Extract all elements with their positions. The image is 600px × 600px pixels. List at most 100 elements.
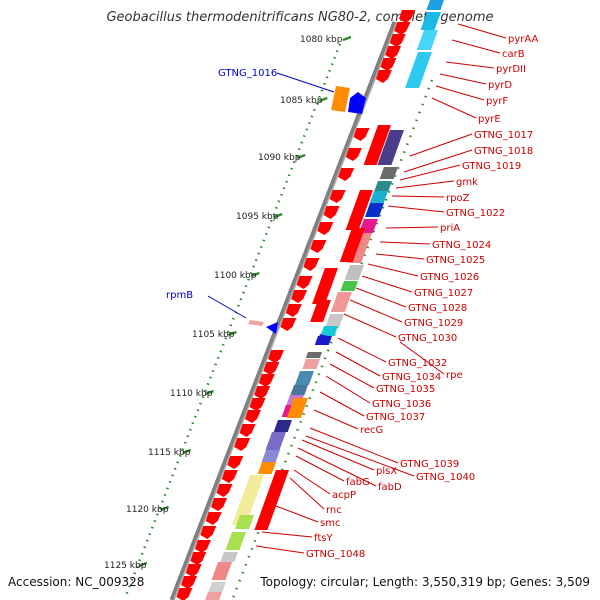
topology-text: Topology: circular; Length: 3,550,319 bp… <box>260 575 590 589</box>
gene-label-pria: priA <box>440 223 460 234</box>
scale-label-1100-kbp: 1100 kbp <box>214 271 257 281</box>
callout-line <box>309 427 399 464</box>
forward-gene-arrow <box>258 374 275 387</box>
forward-gene-arrow <box>234 438 251 451</box>
feature-block <box>265 432 286 450</box>
forward-gene-arrow <box>353 128 370 141</box>
feature-block <box>290 385 308 395</box>
callout-line <box>399 164 461 181</box>
forward-gene-arrow <box>338 168 355 181</box>
callout-line <box>391 195 445 198</box>
scale-tick <box>205 389 214 396</box>
forward-gene-arrow <box>181 576 198 589</box>
gene-label-acpp: acpP <box>332 490 356 501</box>
gene-label-gtng-1048: GTNG_1048 <box>306 549 365 560</box>
scale-tick <box>228 330 237 337</box>
feature-block <box>330 292 352 312</box>
callout-line <box>313 409 359 430</box>
forward-gene-arrow <box>239 424 256 437</box>
callout-line <box>276 72 335 93</box>
gene-block-rpmb <box>248 320 264 326</box>
callout-line <box>335 351 381 377</box>
feature-block <box>377 130 404 165</box>
callout-line <box>293 469 331 495</box>
scale-label-1105-kbp: 1105 kbp <box>192 330 235 340</box>
gene-label-gtng-1039: GTNG_1039 <box>400 459 459 470</box>
scale-line <box>123 43 342 599</box>
reverse-gene-arrow <box>266 322 278 334</box>
gene-label-pyraa: pyrAA <box>508 34 538 45</box>
forward-gene-arrow <box>394 22 411 35</box>
genome-backbone-highlight <box>173 21 398 600</box>
callout-line <box>349 299 403 323</box>
gene-label-ftsy: ftsY <box>314 533 333 544</box>
gene-label-pyre: pyrE <box>478 114 501 125</box>
callout-line <box>355 287 407 308</box>
gene-block-gtng-1016 <box>331 86 350 112</box>
forward-gene-arrow <box>211 498 228 511</box>
scale-label-1120-kbp: 1120 kbp <box>126 505 169 515</box>
forward-gene-arrow <box>380 58 397 71</box>
forward-gene-arrow <box>263 362 280 375</box>
callout-line <box>261 531 313 538</box>
feature-block <box>340 281 358 291</box>
scale-label-1085-kbp: 1085 kbp <box>280 96 323 106</box>
callout-line <box>431 97 477 119</box>
feature-block <box>302 359 320 369</box>
forward-gene-arrow <box>291 290 308 303</box>
gene-label-recg: recG <box>360 425 383 436</box>
callout-line <box>409 133 473 157</box>
scale-tick <box>342 35 352 42</box>
scale-label-1110-kbp: 1110 kbp <box>170 389 213 399</box>
forward-gene-arrow <box>194 540 211 553</box>
gene-label-gtng-1036: GTNG_1036 <box>372 399 431 410</box>
callout-line <box>445 61 495 69</box>
forward-gene-arrow <box>389 34 406 47</box>
callout-line <box>385 226 439 229</box>
forward-gene-bar <box>363 125 391 165</box>
scale-label-1125-kbp: 1125 kbp <box>104 561 147 571</box>
forward-gene-arrow <box>345 148 362 161</box>
reverse-gene-block <box>318 334 328 342</box>
feature-block <box>426 0 444 10</box>
callout-line <box>375 253 425 260</box>
forward-gene-arrow <box>205 512 222 525</box>
map-title: Geobacillus thermodenitrificans NG80-2, … <box>106 10 494 25</box>
callout-line <box>301 439 375 471</box>
forward-gene-arrow <box>254 386 271 399</box>
feature-block <box>234 515 254 529</box>
callout-line <box>325 375 371 404</box>
gene-label-gtng-1037: GTNG_1037 <box>366 412 425 423</box>
forward-gene-bar <box>339 228 365 262</box>
scale-label-1080-kbp: 1080 kbp <box>300 35 343 45</box>
callout-line <box>399 341 445 375</box>
callout-line <box>379 241 431 245</box>
feature-block <box>225 532 246 550</box>
gene-label-fabg: fabG <box>346 477 370 488</box>
forward-gene-arrow <box>227 456 244 469</box>
scale-label-1115-kbp: 1115 kbp <box>148 448 191 458</box>
callout-line <box>255 545 305 554</box>
feature-block <box>379 167 398 179</box>
feature-block <box>305 352 322 358</box>
gene-label-gtng-1019: GTNG_1019 <box>462 161 521 172</box>
forward-gene-arrow <box>280 318 297 331</box>
scale-tick <box>182 448 192 455</box>
forward-gene-arrow <box>399 10 415 23</box>
forward-gene-arrow <box>375 70 392 83</box>
forward-gene-arrow <box>249 398 266 411</box>
feature-block <box>220 552 238 562</box>
gene-label-gtng-1026: GTNG_1026 <box>420 272 479 283</box>
callout-line <box>297 447 377 487</box>
feature-block <box>257 462 276 474</box>
feature-block <box>344 265 364 280</box>
gene-label-gtng-1025: GTNG_1025 <box>426 255 485 266</box>
feature-block <box>405 52 432 88</box>
forward-gene-arrow <box>296 276 313 289</box>
gene-label-rnc: rnc <box>326 505 342 516</box>
callout-line <box>289 477 325 510</box>
gene-label-gtng-1028: GTNG_1028 <box>408 303 467 314</box>
gene-label-gtng-1022: GTNG_1022 <box>446 208 505 219</box>
gene-label-gmk: gmk <box>456 177 478 188</box>
